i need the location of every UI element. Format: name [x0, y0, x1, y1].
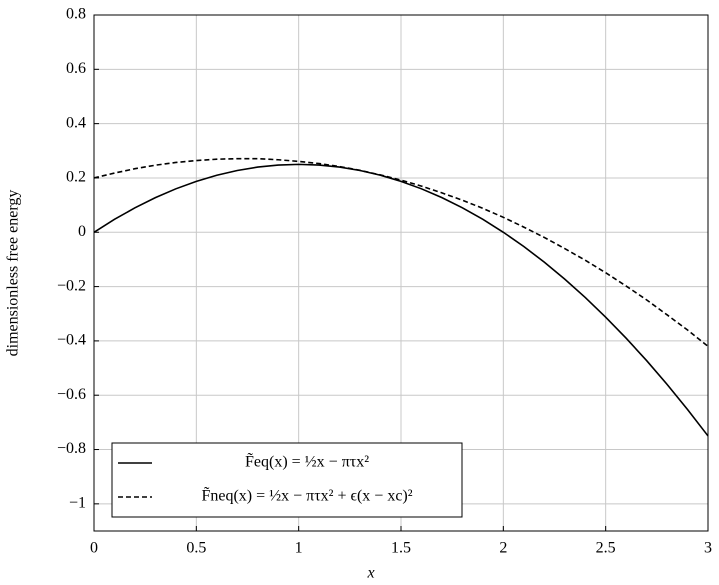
x-tick-label: 0 — [90, 540, 98, 557]
x-tick-label: 1 — [295, 540, 303, 557]
y-tick-label: −0.2 — [57, 277, 86, 294]
y-tick-label: −0.8 — [57, 440, 86, 457]
series-line — [93, 157, 709, 347]
x-tick-label: 0.5 — [186, 540, 206, 557]
x-tick-label: 1.5 — [391, 540, 411, 557]
y-tick-label: 0.6 — [66, 60, 86, 77]
y-tick-label: 0 — [78, 223, 86, 240]
x-tick-label: 3 — [704, 540, 712, 557]
x-tick-label: 2.5 — [596, 540, 616, 557]
x-axis-label: x — [366, 565, 374, 582]
y-tick-label: −0.6 — [57, 386, 86, 403]
legend-label: F̃eq(x) = ½x − πτx² — [245, 453, 369, 471]
y-tick-label: 0.4 — [66, 114, 86, 131]
y-tick-label: −1 — [69, 495, 86, 512]
y-tick-label: 0.2 — [66, 169, 86, 186]
y-tick-label: −0.4 — [57, 332, 86, 349]
y-tick-label: 0.8 — [66, 6, 86, 23]
series-line — [93, 163, 709, 437]
legend-box — [111, 442, 463, 518]
legend-label: F̃neq(x) = ½x − πτx² + ϵ(x − xc)² — [201, 487, 412, 505]
plot-frame — [93, 14, 709, 532]
y-axis-label: dimensionless free energy — [5, 190, 22, 357]
x-tick-label: 2 — [499, 540, 507, 557]
